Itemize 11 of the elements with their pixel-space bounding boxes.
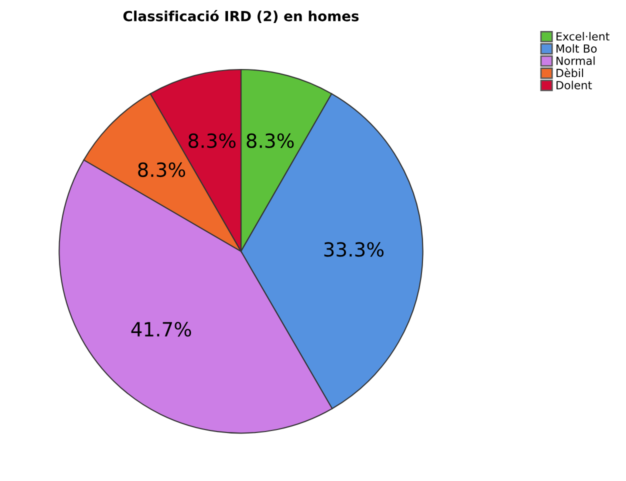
- legend-label: Normal: [556, 56, 595, 65]
- legend-label: Excel·lent: [556, 32, 610, 41]
- legend-label: Dolent: [556, 80, 592, 90]
- data-label: 41.7%: [131, 322, 192, 337]
- data-label: 8.3%: [188, 133, 236, 148]
- data-label: 8.3%: [246, 133, 294, 148]
- chart-title: Classificació IRD (2) en homes: [123, 10, 359, 23]
- data-label: 33.3%: [324, 242, 384, 257]
- legend-label: Molt Bo: [556, 44, 597, 53]
- data-label: 8.3%: [138, 162, 186, 178]
- legend-label: Dèbil: [556, 68, 584, 78]
